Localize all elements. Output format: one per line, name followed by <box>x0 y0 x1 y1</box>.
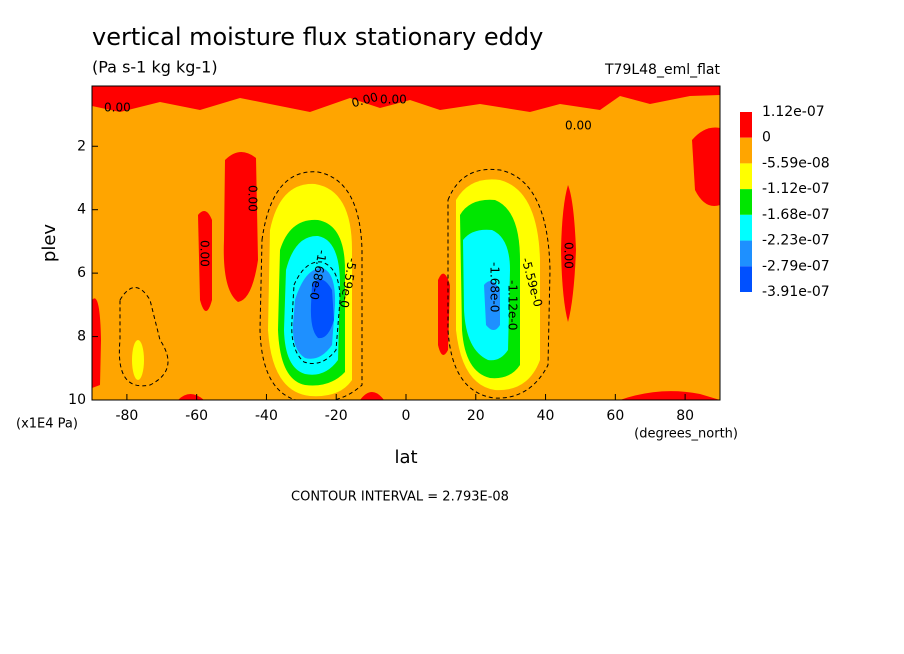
colorbar-label: -3.91e-07 <box>762 284 830 300</box>
colorbar-label: -5.59e-08 <box>762 155 830 171</box>
x-tick-label: 40 <box>537 408 555 424</box>
region <box>92 86 720 400</box>
x-tick-label: 0 <box>402 408 411 424</box>
region <box>198 211 212 311</box>
colorbar-label: -1.12e-07 <box>762 181 830 197</box>
contour-label: 0.00 <box>198 240 212 267</box>
region <box>484 281 500 330</box>
region <box>92 298 101 388</box>
contour-label: 0.00 <box>246 185 260 212</box>
region <box>692 127 720 206</box>
colorbar-box <box>740 112 752 138</box>
x-tick-label: 80 <box>676 408 694 424</box>
y-tick-label: 10 <box>68 392 86 408</box>
chart-subtitle: (Pa s-1 kg kg-1) <box>92 58 218 77</box>
x-tick-label: 60 <box>606 408 624 424</box>
y-axis-units: (x1E4 Pa) <box>16 417 78 432</box>
contour-label: 0.00 <box>350 90 379 110</box>
colorbar-label: -1.68e-07 <box>762 207 830 223</box>
colorbar-label: 1.12e-07 <box>762 104 825 120</box>
contour-label: 0.00 <box>562 242 576 269</box>
footer-note: CONTOUR INTERVAL = 2.793E-08 <box>291 490 509 505</box>
region <box>132 340 144 380</box>
y-axis-label: plev <box>39 224 60 263</box>
chart-title: vertical moisture flux stationary eddy <box>92 23 543 51</box>
y-tick-label: 4 <box>77 202 86 218</box>
y-tick-label: 2 <box>77 138 86 154</box>
x-tick-label: -40 <box>255 408 278 424</box>
colorbar-label: -2.23e-07 <box>762 233 830 249</box>
region <box>561 185 576 322</box>
region <box>223 151 258 302</box>
x-tick-label: 20 <box>467 408 485 424</box>
region <box>438 273 450 355</box>
y-tick-label: 8 <box>77 329 86 345</box>
x-axis-units: (degrees_north) <box>634 427 738 442</box>
x-tick-label: -20 <box>325 408 348 424</box>
contour-label: -1.68e-0 <box>488 262 502 312</box>
region <box>310 279 334 339</box>
region <box>178 391 720 400</box>
region <box>92 86 720 112</box>
colorbar-box <box>740 214 752 241</box>
contour-label: 0.00 <box>380 93 407 107</box>
contour-label: 0.00 <box>104 101 131 115</box>
contour-label: 0.00 <box>565 119 592 133</box>
run-label: T79L48_eml_flat <box>604 62 721 78</box>
contour-field <box>92 86 720 400</box>
x-axis-label: lat <box>394 447 417 468</box>
y-tick-label: 6 <box>77 265 86 281</box>
colorbar-label: 0 <box>762 130 771 146</box>
x-tick-label: -60 <box>185 408 208 424</box>
colorbar-box <box>740 266 752 292</box>
x-tick-label: -80 <box>115 408 138 424</box>
colorbar-box <box>740 189 752 215</box>
colorbar-label: -2.79e-07 <box>762 258 830 274</box>
contour-label: -1.12e-0 <box>506 280 520 330</box>
colorbar-box <box>740 163 752 190</box>
colorbar-box <box>740 240 752 267</box>
colorbar-box <box>740 137 752 164</box>
